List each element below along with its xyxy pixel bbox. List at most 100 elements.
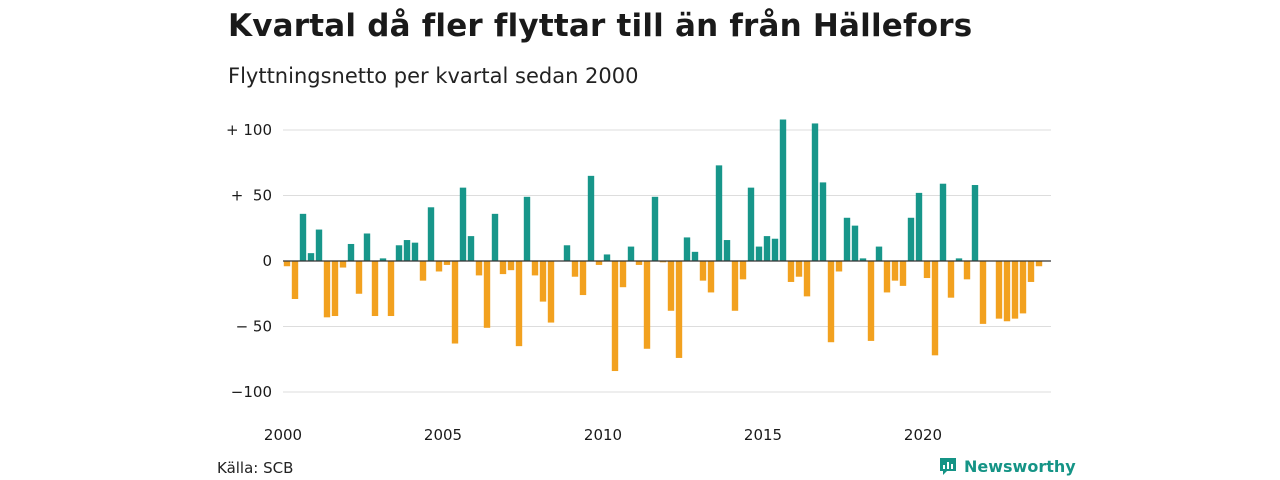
- bar: [627, 246, 635, 261]
- bar: [331, 261, 339, 317]
- bar: [835, 261, 843, 272]
- bar: [659, 261, 667, 263]
- chart-subtitle: Flyttningsnetto per kvartal sedan 2000: [228, 64, 639, 88]
- bar: [771, 238, 779, 261]
- bars: [283, 119, 1043, 372]
- bar: [859, 258, 867, 261]
- chart-title: Kvartal då fler flyttar till än från Häl…: [228, 8, 973, 44]
- bar: [307, 253, 315, 261]
- bar: [315, 229, 323, 261]
- bar: [635, 261, 643, 265]
- bar: [931, 261, 939, 356]
- bar: [547, 261, 555, 323]
- bar: [595, 261, 603, 265]
- bar: [763, 236, 771, 261]
- bar: [915, 192, 923, 261]
- bar: [467, 236, 475, 261]
- bar: [691, 251, 699, 261]
- newsworthy-logo-icon: [940, 458, 956, 475]
- bar: [443, 261, 451, 265]
- bar: [291, 261, 299, 299]
- bar: [435, 261, 443, 272]
- bar: [907, 217, 915, 261]
- bar: [667, 261, 675, 311]
- bar: [675, 261, 683, 358]
- bar: [427, 207, 435, 261]
- bar: [363, 233, 371, 261]
- bar: [451, 261, 459, 344]
- bar: [923, 261, 931, 279]
- bar: [539, 261, 547, 302]
- x-tick-label: 2000: [264, 426, 302, 444]
- bar: [779, 119, 787, 262]
- bar: [571, 261, 579, 277]
- bar: [499, 261, 507, 275]
- bar: [731, 261, 739, 311]
- bar: [531, 261, 539, 276]
- bar: [1003, 261, 1011, 322]
- bar: [979, 261, 987, 324]
- bar: [867, 261, 875, 341]
- bar: [523, 196, 531, 261]
- bar: [603, 254, 611, 261]
- bar: [387, 261, 395, 317]
- bar: [283, 261, 291, 267]
- bar: [459, 187, 467, 261]
- bar: [491, 213, 499, 261]
- bar: [1035, 261, 1043, 267]
- bar: [747, 187, 755, 261]
- bar: [803, 261, 811, 297]
- bar: [947, 261, 955, 298]
- bar: [403, 240, 411, 261]
- bar: [971, 185, 979, 261]
- bar: [755, 246, 763, 261]
- bar: [587, 175, 595, 261]
- bar: [611, 261, 619, 372]
- bar: [395, 245, 403, 261]
- x-tick-label: 2015: [744, 426, 782, 444]
- bar: [795, 261, 803, 277]
- bar: [683, 237, 691, 261]
- bar: [483, 261, 491, 328]
- bar: [883, 261, 891, 293]
- bar: [651, 196, 659, 261]
- bar: [411, 242, 419, 261]
- bar: [963, 261, 971, 280]
- bar: [299, 213, 307, 261]
- bar: [891, 261, 899, 281]
- bar: [899, 261, 907, 286]
- bar: [1011, 261, 1019, 319]
- brand-logo: Newsworthy: [938, 456, 1076, 476]
- brand-name: Newsworthy: [964, 456, 1076, 476]
- bar: [811, 123, 819, 261]
- y-axis-ticks: + 100 + 50 0 − 50 −100: [226, 121, 272, 401]
- x-axis-ticks: 2000 2005 2010 2015 2020: [264, 426, 942, 444]
- bar: [707, 261, 715, 293]
- bar: [995, 261, 1003, 319]
- bar: [507, 261, 515, 271]
- bar: [699, 261, 707, 281]
- y-tick-label: + 100: [226, 121, 272, 139]
- bar: [563, 245, 571, 261]
- bar: [419, 261, 427, 281]
- bar: [619, 261, 627, 288]
- bar: [475, 261, 483, 276]
- bar: [323, 261, 331, 318]
- bar: [939, 183, 947, 261]
- x-tick-label: 2005: [424, 426, 462, 444]
- bar: [843, 217, 851, 261]
- y-tick-label: + 50: [231, 187, 272, 205]
- bar: [515, 261, 523, 347]
- bar: [347, 243, 355, 261]
- bar: [339, 261, 347, 268]
- bar: [723, 240, 731, 261]
- y-tick-label: − 50: [236, 318, 272, 336]
- bar: [643, 261, 651, 349]
- bar: [955, 258, 963, 261]
- bar: [379, 258, 387, 261]
- y-tick-label: −100: [231, 383, 272, 401]
- bar: [851, 225, 859, 261]
- bar: [1019, 261, 1027, 314]
- bar: [355, 261, 363, 294]
